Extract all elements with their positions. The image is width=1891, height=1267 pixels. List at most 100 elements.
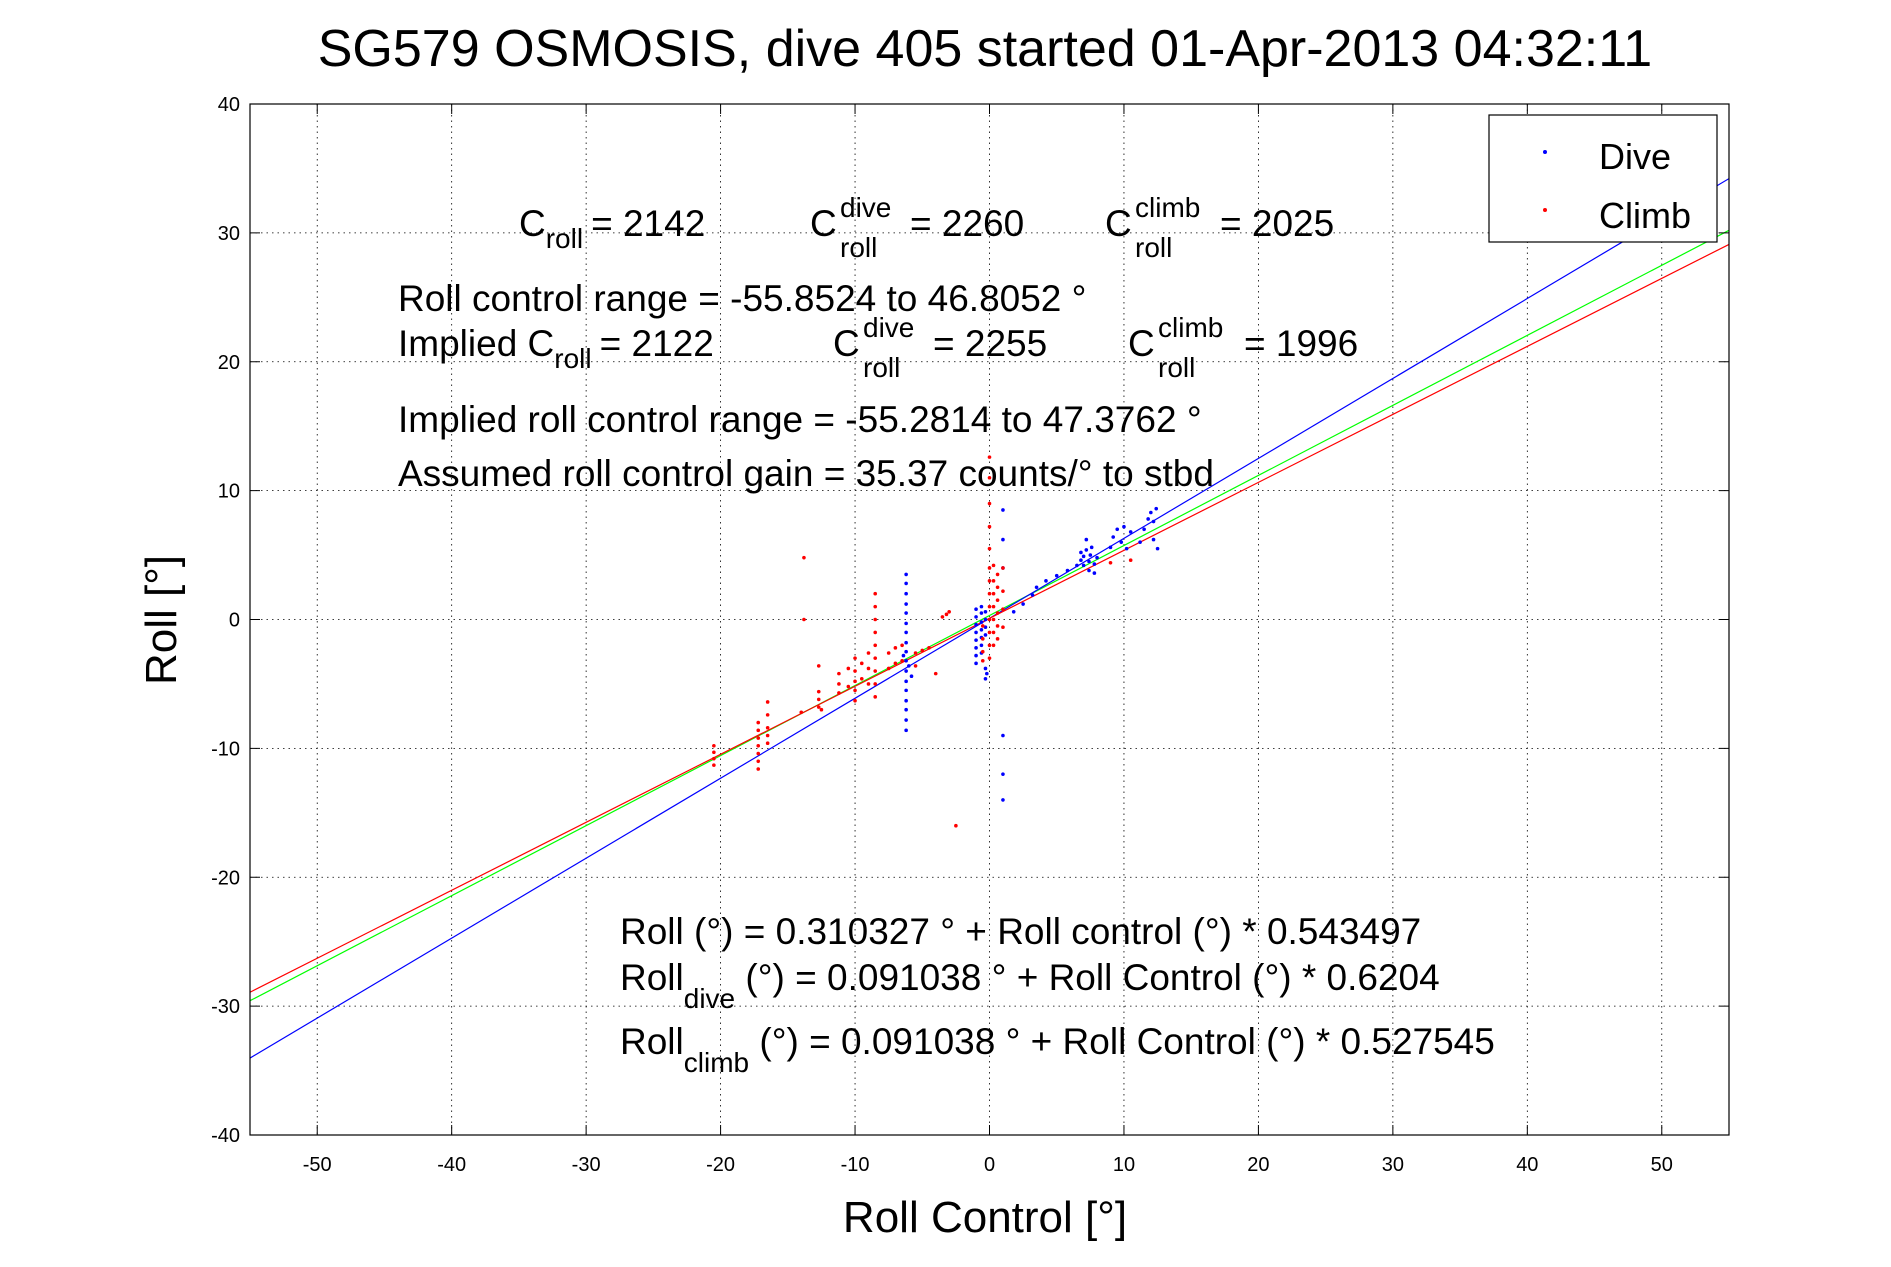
y-tick-label: 10 [218, 481, 240, 503]
climb-point [940, 615, 945, 619]
dive-point [974, 646, 978, 650]
dive-point [1092, 571, 1097, 575]
dive-point [909, 674, 914, 679]
dive-point [979, 620, 984, 624]
climb-point [987, 617, 992, 622]
climb-point [802, 617, 806, 622]
climb-point [873, 682, 878, 686]
dive-point [904, 581, 908, 586]
climb-point [991, 591, 996, 596]
dive-point [1011, 609, 1016, 614]
x-tick-label: -10 [841, 1154, 870, 1176]
x-tick-label: -20 [706, 1154, 735, 1176]
climb-point [837, 691, 841, 695]
climb-point [853, 688, 857, 693]
climb-point [837, 682, 841, 686]
climb-point [947, 609, 951, 614]
dive-point [983, 633, 988, 637]
climb-point [765, 725, 770, 730]
dive-point [1065, 568, 1070, 573]
fit-dive-equation: Rolldive (°) = 0.091038 ° + Roll Control… [620, 957, 1440, 1014]
legend-dive-label: Dive [1599, 136, 1671, 177]
dive-point [904, 688, 908, 693]
dive-point [1079, 550, 1083, 555]
dive-point [1124, 546, 1129, 551]
climb-point [873, 695, 878, 699]
dive-point [974, 630, 978, 635]
x-tick-label: 40 [1516, 1154, 1538, 1176]
climb-point [900, 643, 904, 648]
climb-point [987, 524, 992, 529]
climb-point [995, 624, 1000, 628]
climb-point [846, 684, 851, 689]
climb-point [991, 617, 996, 622]
climb-point [756, 767, 761, 771]
dive-point [1122, 524, 1126, 529]
dive-point [974, 638, 978, 642]
implied-climb-value: = 1996 [1244, 323, 1358, 364]
climb-point [995, 585, 1000, 590]
climb-point [893, 646, 898, 650]
dive-point [974, 607, 978, 611]
fit-all-equation: Roll (°) = 0.310327 ° + Roll control (°)… [620, 911, 1421, 952]
climb-point [987, 475, 992, 480]
x-tick-label: -30 [572, 1154, 601, 1176]
dive-point [985, 671, 989, 676]
c-roll-value: = 2142 [591, 203, 705, 244]
climb-point [980, 658, 985, 663]
climb-point [995, 572, 1000, 577]
climb-point [712, 750, 716, 755]
dive-point [979, 643, 984, 648]
implied-climb-main: C [1128, 323, 1155, 364]
fit-line [250, 229, 1729, 1002]
c-dive-main: C [810, 203, 837, 244]
climb-point [987, 656, 992, 660]
dive-point [1151, 537, 1156, 542]
climb-point [944, 612, 949, 617]
dive-point [1001, 733, 1005, 738]
y-tick-label: 30 [218, 223, 240, 245]
legend-climb-marker [1543, 208, 1547, 212]
y-tick-label: -30 [211, 996, 240, 1018]
climb-point [886, 651, 891, 655]
dive-point [983, 609, 988, 614]
climb-point [846, 666, 851, 671]
implied-dive-value: = 2255 [933, 323, 1047, 364]
climb-point [756, 751, 761, 756]
climb-point [927, 646, 931, 650]
implied-climb-sub: roll [1158, 352, 1195, 383]
climb-point [712, 743, 716, 748]
dive-point [1154, 506, 1159, 511]
climb-point [1001, 625, 1005, 630]
dive-point [1128, 530, 1133, 534]
ticks: -50 -40 -30 -20 -10 0 10 20 30 40 50 -40 -30 -20 -10 0 1… [211, 94, 1729, 1176]
climb-point [987, 604, 992, 609]
c-roll-main: C [519, 203, 546, 244]
climb-point [980, 649, 985, 654]
climb-point [816, 697, 821, 702]
y-axis-label: Roll [°] [137, 555, 186, 685]
implied-dive-sup: dive [863, 312, 914, 343]
dive-point [1087, 568, 1091, 573]
climb-point [756, 743, 761, 748]
climb-point [920, 648, 925, 653]
climb-point [995, 611, 1000, 615]
y-tick-label: 20 [218, 352, 240, 374]
annotation-implied: Implied Croll = 2122 C dive roll = 2255 C… [398, 312, 1358, 383]
dive-point [1001, 508, 1005, 512]
climb-point [853, 698, 857, 703]
y-tick-label: -20 [211, 867, 240, 889]
c-dive-sub: roll [840, 232, 877, 263]
climb-point [712, 756, 716, 761]
assumed-gain: Assumed roll control gain = 35.37 counts… [398, 453, 1214, 494]
c-climb-sub: roll [1135, 232, 1172, 263]
legend-box [1488, 114, 1718, 243]
climb-point [1001, 607, 1005, 611]
dive-point [974, 661, 978, 666]
climb-point [1001, 566, 1005, 570]
dive-point [983, 617, 988, 622]
climb-point [756, 720, 761, 725]
dive-point [1155, 546, 1160, 551]
dive-point [1151, 519, 1156, 524]
